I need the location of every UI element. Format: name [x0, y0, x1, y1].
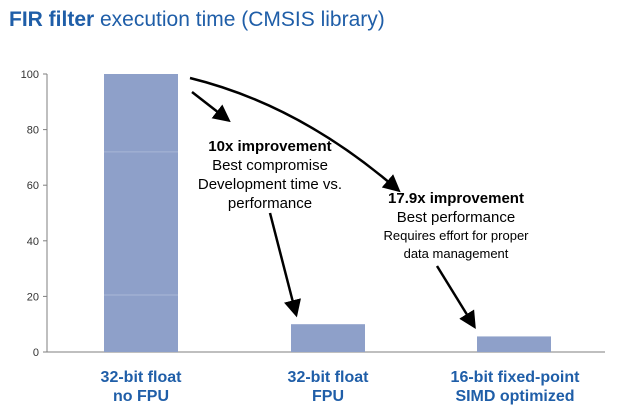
arrow-to-annotation-10x — [191, 91, 231, 123]
annotation-10x-line4: performance — [227, 195, 313, 212]
y-tick-label-0: 0 — [33, 347, 39, 359]
y-tick-label-40: 40 — [27, 236, 39, 248]
annotation-10x-line3: Development time vs. — [197, 176, 343, 193]
chart-title-rest: execution time (CMSIS library) — [94, 8, 385, 31]
y-tick-label-60: 60 — [27, 180, 39, 192]
bar-no-fpu — [104, 74, 178, 352]
y-tick-label-20: 20 — [27, 291, 39, 303]
chart-title: FIR filter execution time (CMSIS library… — [9, 8, 385, 32]
y-tick-label-80: 80 — [27, 125, 39, 137]
category-label-simd-line2: SIMD optimized — [455, 388, 575, 405]
annotation-10x-heading: 10x improvement — [208, 138, 332, 155]
bar-fpu — [291, 324, 365, 352]
annotation-17x-line4: data management — [403, 246, 509, 261]
annotation-17x-line2: Best performance — [396, 209, 516, 226]
annotation-17x-line3: Requires effort for proper — [383, 228, 529, 243]
category-label-no-fpu-line2: no FPU — [113, 388, 169, 405]
annotation-10x-line2: Best compromise — [212, 157, 328, 174]
category-label-fpu-line1: 32-bit float — [287, 369, 369, 386]
category-label-fpu: 32-bit float FPU — [247, 368, 409, 406]
arrow-to-simd-bar — [435, 265, 476, 329]
category-label-simd-line1: 16-bit fixed-point — [450, 369, 580, 386]
annotation-10x: 10x improvement Best compromise Developm… — [183, 137, 357, 213]
category-label-fpu-line2: FPU — [312, 388, 344, 405]
category-label-no-fpu: 32-bit float no FPU — [60, 368, 222, 406]
category-label-no-fpu-line1: 32-bit float — [100, 369, 182, 386]
category-label-simd: 16-bit fixed-point SIMD optimized — [420, 368, 610, 406]
y-tick-label-100: 100 — [21, 69, 39, 81]
chart-title-bold: FIR filter — [9, 8, 95, 31]
arrow-to-annotation-17x — [189, 76, 401, 193]
annotation-17x-heading: 17.9x improvement — [388, 190, 524, 207]
annotation-17x: 17.9x improvement Best performance Requi… — [361, 189, 551, 263]
arrow-to-fpu-bar — [268, 212, 301, 318]
bar-simd — [477, 336, 551, 352]
